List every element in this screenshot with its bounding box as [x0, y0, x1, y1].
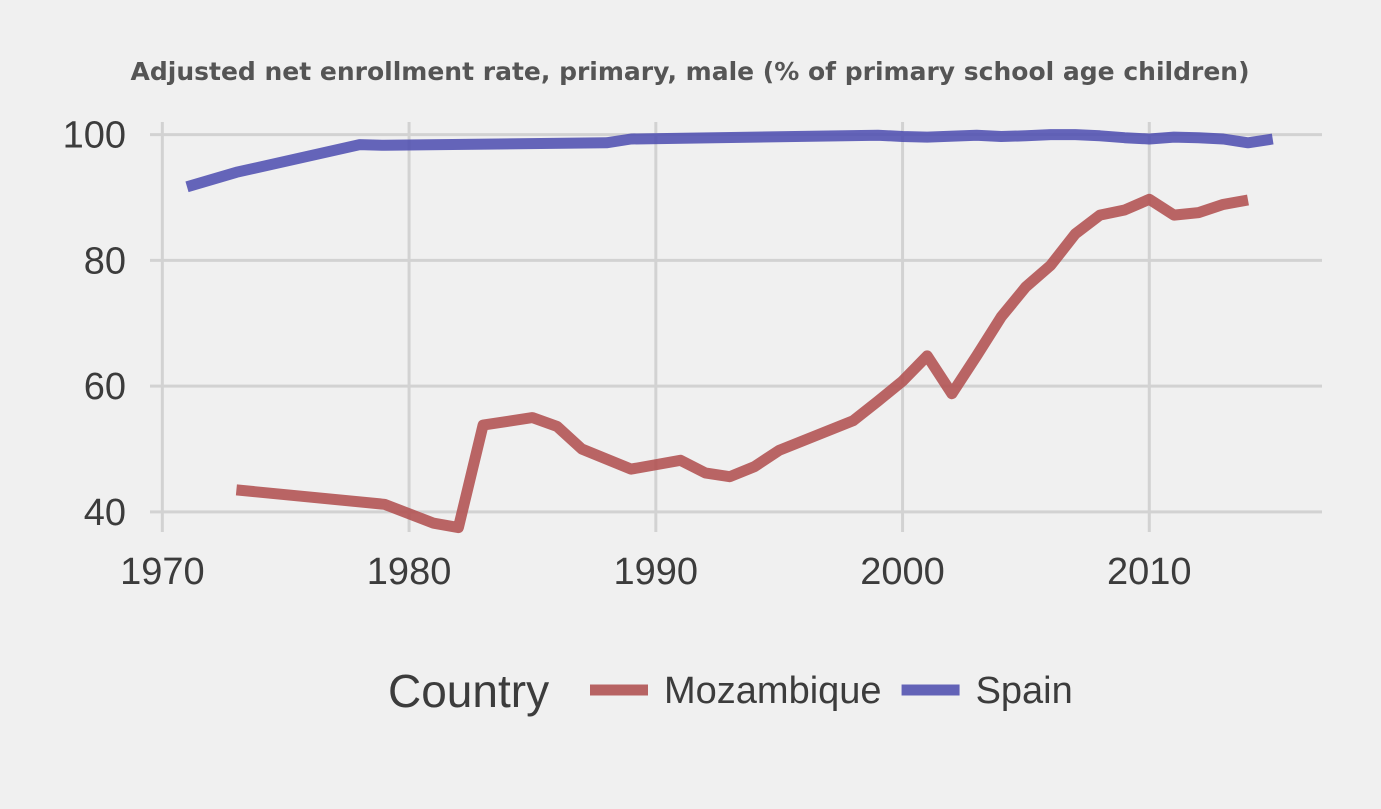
legend-label-spain: Spain	[976, 670, 1073, 712]
x-tick-label: 2000	[860, 551, 945, 593]
tick-labels: 40 60 80 100 1970 1980 1990 2000 2010	[63, 115, 1192, 593]
x-tick-label: 1970	[120, 551, 205, 593]
legend-label-mozambique: Mozambique	[664, 670, 882, 712]
y-tick-label: 80	[84, 240, 126, 282]
y-tick-label: 60	[84, 366, 126, 408]
y-tick-label: 40	[84, 492, 126, 534]
series-line-mozambique	[235, 193, 1249, 534]
series	[185, 129, 1274, 534]
x-tick-label: 1990	[614, 551, 699, 593]
series-line-spain	[185, 129, 1274, 193]
legend: Country Mozambique Spain	[388, 665, 1073, 717]
x-tick-label: 1980	[367, 551, 452, 593]
legend-title: Country	[388, 665, 549, 717]
x-tick-label: 2010	[1107, 551, 1192, 593]
y-tick-label: 100	[63, 115, 126, 157]
chart-title: Adjusted net enrollment rate, primary, m…	[131, 57, 1250, 86]
